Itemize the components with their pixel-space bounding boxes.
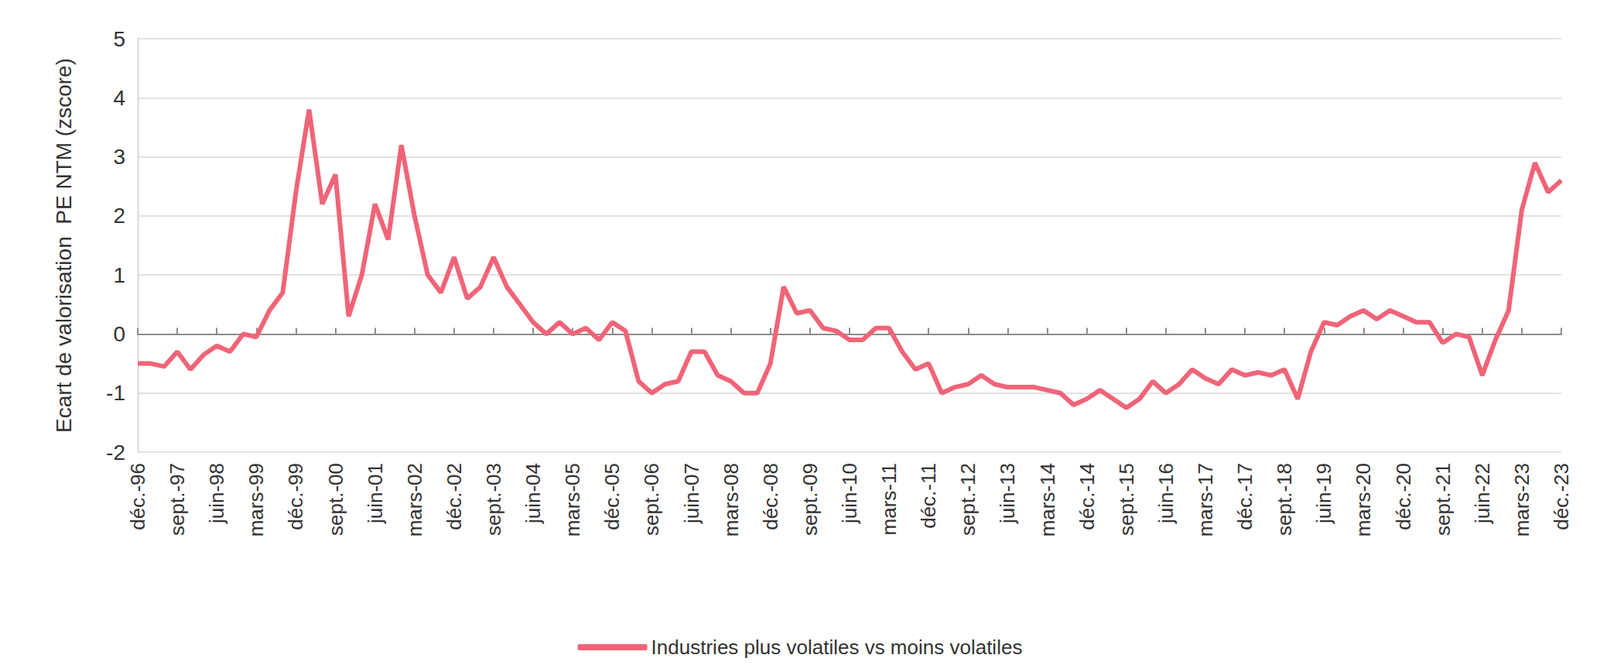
svg-text:juin-07: juin-07 — [680, 462, 704, 524]
svg-text:juin-10: juin-10 — [837, 462, 862, 524]
svg-text:mars-11: mars-11 — [877, 462, 901, 535]
svg-text:déc.-99: déc.-99 — [283, 462, 308, 530]
svg-text:2: 2 — [112, 203, 126, 228]
svg-text:sept.-09: sept.-09 — [798, 462, 822, 536]
svg-text:mars-20: mars-20 — [1351, 462, 1375, 537]
svg-text:5: 5 — [112, 27, 126, 52]
svg-text:déc.-23: déc.-23 — [1549, 462, 1573, 530]
svg-text:mars-05: mars-05 — [560, 462, 585, 537]
svg-text:mars-23: mars-23 — [1510, 462, 1534, 537]
svg-text:-1: -1 — [105, 380, 126, 405]
svg-text:Industries plus volatiles vs m: Industries plus volatiles vs moins volat… — [651, 635, 1023, 659]
svg-text:déc.-20: déc.-20 — [1391, 462, 1416, 530]
svg-text:sept.-21: sept.-21 — [1431, 462, 1455, 536]
svg-text:juin-16: juin-16 — [1154, 462, 1178, 524]
svg-text:4: 4 — [112, 85, 126, 110]
svg-text:sept.-97: sept.-97 — [165, 462, 189, 536]
svg-text:Ecart de valorisation PE NTM: Ecart de valorisation PE NTM (zscore) — [51, 58, 76, 433]
svg-text:mars-99: mars-99 — [244, 462, 268, 537]
svg-text:mars-08: mars-08 — [719, 462, 743, 537]
svg-text:déc.-08: déc.-08 — [758, 462, 783, 530]
svg-text:déc.-17: déc.-17 — [1233, 462, 1257, 530]
svg-text:sept.-03: sept.-03 — [482, 462, 506, 536]
svg-text:-2: -2 — [105, 440, 126, 465]
svg-text:1: 1 — [112, 263, 126, 288]
svg-text:juin-98: juin-98 — [205, 462, 229, 524]
svg-text:0: 0 — [112, 321, 126, 346]
svg-text:juin-13: juin-13 — [995, 462, 1019, 524]
svg-text:mars-14: mars-14 — [1035, 462, 1060, 537]
svg-text:juin-19: juin-19 — [1312, 462, 1336, 524]
svg-text:déc.-11: déc.-11 — [916, 462, 941, 529]
svg-text:sept.-18: sept.-18 — [1272, 462, 1296, 536]
svg-text:sept.-00: sept.-00 — [324, 462, 348, 536]
svg-text:sept.-15: sept.-15 — [1114, 462, 1139, 536]
svg-text:déc.-02: déc.-02 — [442, 462, 466, 530]
svg-text:sept.-06: sept.-06 — [639, 462, 664, 536]
svg-text:juin-01: juin-01 — [363, 462, 387, 524]
svg-text:déc.-96: déc.-96 — [126, 462, 150, 530]
svg-text:mars-17: mars-17 — [1193, 462, 1218, 537]
svg-text:juin-04: juin-04 — [521, 462, 545, 524]
svg-text:déc.-14: déc.-14 — [1075, 462, 1099, 530]
svg-text:juin-22: juin-22 — [1470, 462, 1495, 524]
svg-text:sept.-12: sept.-12 — [956, 462, 980, 536]
svg-text:déc.-05: déc.-05 — [600, 462, 624, 530]
svg-text:mars-02: mars-02 — [403, 462, 427, 537]
svg-text:3: 3 — [112, 144, 126, 169]
